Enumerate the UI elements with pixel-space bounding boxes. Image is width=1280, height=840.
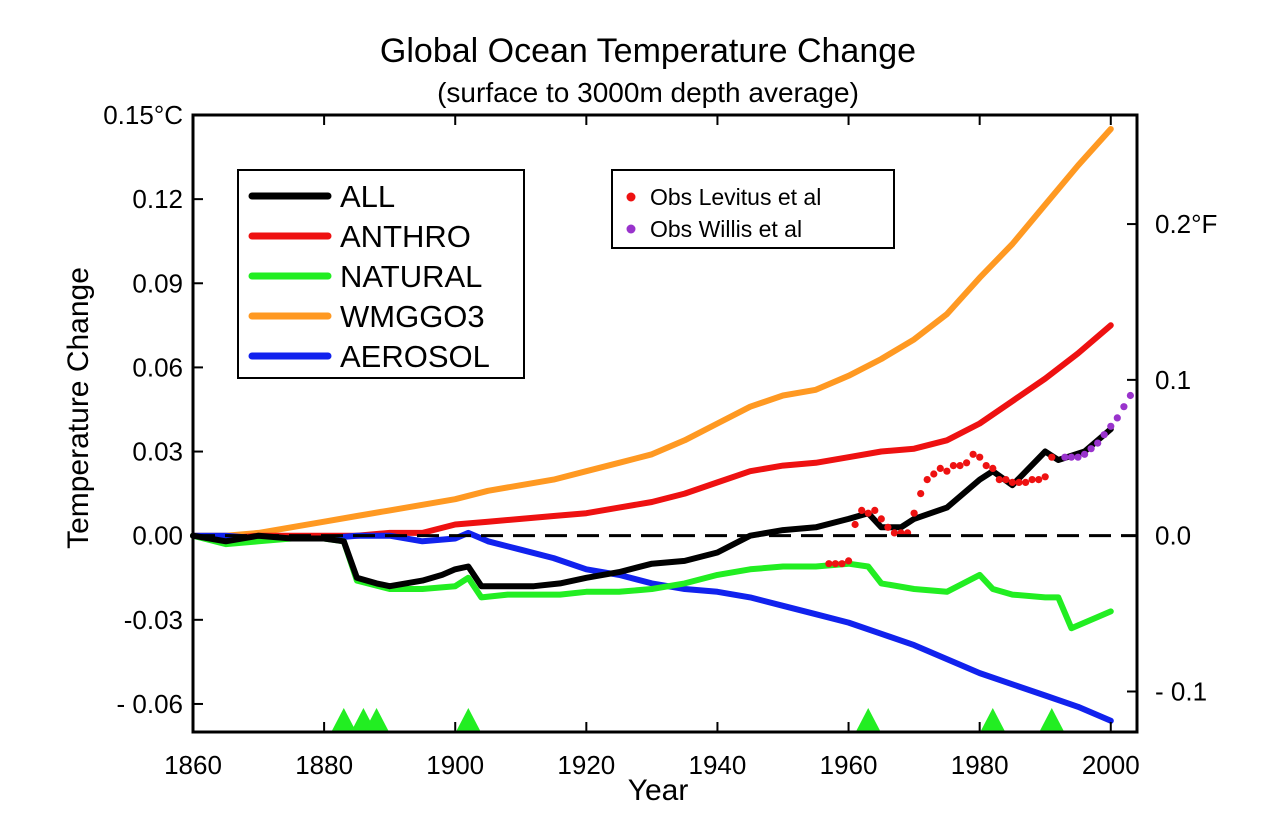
obs-levitus-point: [963, 459, 971, 467]
y-axis-left: 0.15°C 0.12 0.09 0.06 0.03 0.00 -0.03 - 0.06: [103, 100, 203, 719]
volcano-marker: [856, 708, 881, 731]
obs-levitus-point: [989, 464, 997, 472]
obs-levitus-point: [864, 509, 872, 517]
volcano-marker: [456, 708, 481, 731]
obs-levitus-point: [1022, 478, 1030, 486]
obs-levitus-point: [884, 523, 892, 531]
x-tick-label: 1860: [164, 750, 222, 780]
legend-observations-box: [611, 169, 895, 249]
y2-tick-label: - 0.1: [1155, 676, 1207, 706]
obs-levitus-point: [890, 529, 899, 537]
obs-levitus-point: [1015, 478, 1023, 486]
x-tick-label: 1880: [295, 750, 353, 780]
y2-tick-label: 0.1: [1155, 365, 1191, 395]
obs-levitus-point: [1041, 473, 1049, 481]
y-tick-label: - 0.06: [117, 689, 184, 719]
chart-title: Global Ocean Temperature Change: [380, 32, 916, 70]
legend-label-wmggo3: WMGGO3: [340, 299, 485, 334]
obs-levitus-point: [871, 506, 879, 514]
obs-levitus-point: [976, 453, 984, 461]
volcano-marker: [331, 708, 356, 731]
y-tick-label: 0.03: [132, 437, 183, 467]
obs-willis-point: [1061, 453, 1069, 461]
y-tick-label: 0.00: [132, 521, 183, 551]
x-tick-label: 1980: [951, 750, 1009, 780]
legend-obs-marker: [626, 224, 636, 234]
obs-willis-point: [1094, 439, 1102, 447]
obs-levitus-point: [969, 450, 977, 458]
obs-willis-point: [1087, 445, 1095, 453]
y-axis-label: Temperature Change: [62, 267, 95, 549]
plot-frame: [191, 113, 1139, 734]
volcano-marker: [980, 708, 1005, 731]
y-tick-label: 0.09: [132, 268, 183, 298]
series-line-aerosol: [190, 529, 1114, 724]
obs-levitus-point: [995, 476, 1003, 484]
y2-tick-label: 0.0: [1155, 521, 1191, 551]
obs-willis-point: [1126, 391, 1134, 400]
volcano-markers: [331, 708, 1064, 731]
obs-levitus-point: [1035, 476, 1043, 484]
x-tick-label: 1960: [820, 750, 878, 780]
x-tick-label: 2000: [1082, 750, 1140, 780]
obs-willis-point: [1107, 422, 1115, 430]
legend-label-natural: NATURAL: [340, 259, 482, 294]
legend-label-aerosol: AEROSOL: [340, 339, 490, 374]
y-tick-label: 0.15°C: [103, 100, 183, 130]
obs-willis-point: [1081, 450, 1089, 458]
legend-obs-label: Obs Willis et al: [650, 216, 802, 242]
obs-levitus-point: [943, 467, 951, 475]
volcano-marker: [364, 708, 389, 731]
obs-levitus-point: [910, 509, 918, 517]
x-tick-label: 1920: [557, 750, 615, 780]
series-layer: [190, 126, 1114, 724]
obs-levitus-point: [1028, 476, 1036, 484]
obs-levitus-point: [825, 560, 833, 568]
legend-observations: Obs Levitus et al Obs Willis et al: [611, 169, 895, 249]
x-tick-label: 1940: [689, 750, 747, 780]
series-line-wmggo3: [190, 126, 1114, 539]
obs-levitus-point: [956, 462, 964, 470]
obs-levitus-point: [930, 470, 938, 478]
obs-levitus-point: [845, 557, 853, 565]
obs-levitus-point: [877, 515, 885, 523]
y-tick-label: -0.03: [124, 605, 183, 635]
obs-willis-point: [1113, 414, 1121, 422]
legend-series: ALL ANTHRO NATURAL WMGGO3 AEROSOL: [237, 169, 525, 379]
legend-obs-label: Obs Levitus et al: [650, 184, 821, 210]
y-axis-right: 0.2°F 0.1 0.0 - 0.1: [1127, 209, 1217, 706]
legend-obs-marker: [626, 192, 636, 202]
obs-levitus-point: [838, 560, 846, 568]
x-axis-label: Year: [628, 774, 689, 807]
obs-willis-point: [1100, 431, 1108, 439]
obs-levitus-point: [917, 490, 925, 498]
y-tick-label: 0.06: [132, 352, 183, 382]
obs-levitus-point: [949, 462, 958, 470]
y-tick-label: 0.12: [132, 184, 183, 214]
observations-layer: [825, 391, 1134, 568]
obs-levitus-point: [936, 464, 944, 472]
y2-tick-label: 0.2°F: [1155, 209, 1217, 239]
obs-levitus-point: [1002, 476, 1010, 484]
obs-willis-point: [1074, 453, 1082, 461]
chart-subtitle: (surface to 3000m depth average): [437, 77, 859, 108]
obs-levitus-point: [1048, 453, 1056, 461]
obs-levitus-point: [858, 506, 866, 514]
obs-levitus-point: [1008, 478, 1017, 486]
volcano-marker: [1039, 708, 1064, 731]
legend-label-anthro: ANTHRO: [340, 219, 471, 254]
series-line-all: [190, 426, 1114, 590]
obs-levitus-point: [982, 462, 990, 470]
obs-levitus-point: [831, 560, 840, 568]
obs-levitus-point: [851, 520, 859, 529]
obs-willis-point: [1120, 403, 1128, 411]
obs-levitus-point: [923, 476, 931, 484]
obs-willis-point: [1067, 453, 1075, 461]
x-tick-label: 1900: [426, 750, 484, 780]
x-axis: 1860 1880 1900 1920 1940 1960 1980 2000: [164, 115, 1140, 780]
legend-label-all: ALL: [340, 179, 395, 214]
